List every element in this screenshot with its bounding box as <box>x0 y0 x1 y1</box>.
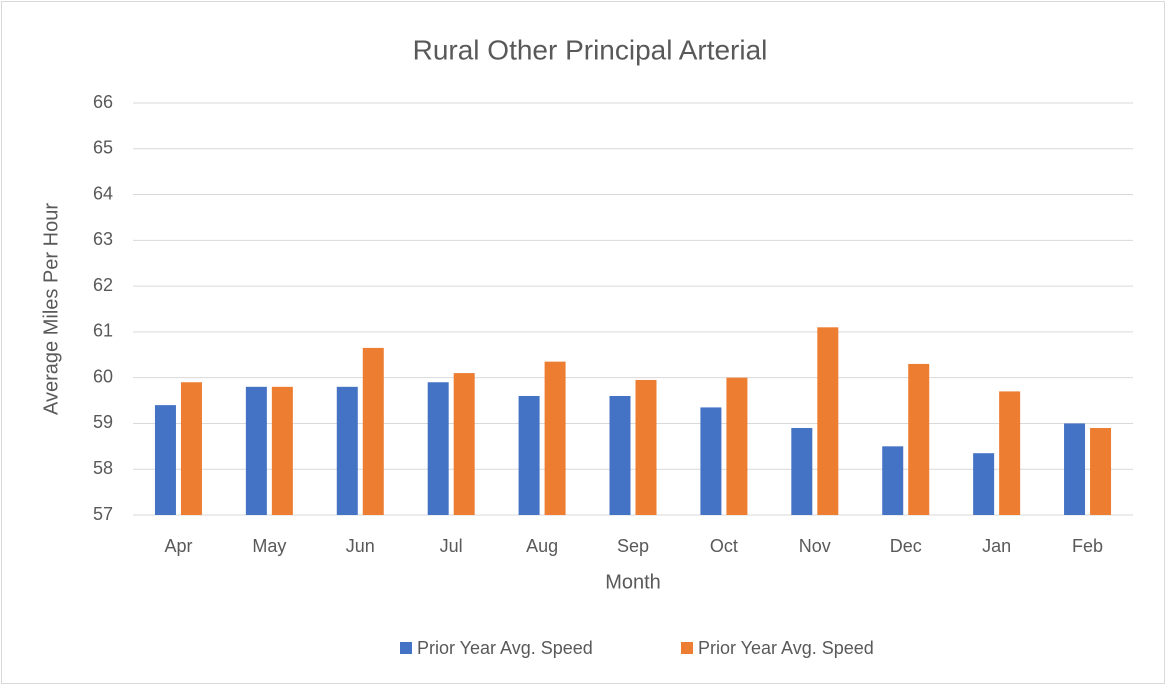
bar <box>427 382 449 515</box>
y-tick-label: 65 <box>93 138 113 158</box>
y-tick-label: 58 <box>93 458 113 478</box>
bar <box>154 405 176 515</box>
bar <box>700 407 722 515</box>
legend-swatch <box>400 642 412 654</box>
x-tick-label: Jun <box>346 536 375 556</box>
y-tick-label: 63 <box>93 229 113 249</box>
bar <box>362 347 384 515</box>
bar <box>453 373 475 515</box>
bar <box>1090 428 1112 515</box>
x-tick-label: Jul <box>440 536 463 556</box>
bar <box>999 391 1021 515</box>
bar <box>973 453 995 515</box>
x-tick-label: Dec <box>890 536 922 556</box>
y-axis-label: Average Miles Per Hour <box>40 203 62 415</box>
x-tick-label: Feb <box>1072 536 1103 556</box>
bar <box>271 386 293 515</box>
x-tick-label: Nov <box>799 536 831 556</box>
bar <box>518 395 540 515</box>
bar <box>817 327 839 515</box>
x-axis-label: Month <box>605 571 661 593</box>
x-tick-label: Jan <box>982 536 1011 556</box>
bar <box>180 382 202 515</box>
y-tick-label: 60 <box>93 366 113 386</box>
y-tick-label: 61 <box>93 321 113 341</box>
y-tick-label: 57 <box>93 504 113 524</box>
y-tick-label: 59 <box>93 412 113 432</box>
x-tick-label: May <box>252 536 286 556</box>
bar <box>544 361 566 515</box>
x-tick-label: Sep <box>617 536 649 556</box>
bar <box>245 386 267 515</box>
y-tick-label: 66 <box>93 92 113 112</box>
bar <box>726 377 748 515</box>
y-tick-label: 62 <box>93 275 113 295</box>
bar <box>609 395 631 515</box>
bar <box>336 386 358 515</box>
legend-swatch <box>681 642 693 654</box>
y-tick-label: 64 <box>93 183 113 203</box>
bar <box>882 446 904 515</box>
legend-label: Prior Year Avg. Speed <box>417 638 593 658</box>
bar <box>635 379 657 515</box>
bar <box>1064 423 1086 515</box>
bar <box>791 428 813 515</box>
bar <box>908 363 930 515</box>
x-tick-label: Apr <box>164 536 192 556</box>
chart-title: Rural Other Principal Arterial <box>413 34 768 65</box>
x-tick-label: Aug <box>526 536 558 556</box>
x-tick-label: Oct <box>710 536 738 556</box>
legend-label: Prior Year Avg. Speed <box>698 638 874 658</box>
